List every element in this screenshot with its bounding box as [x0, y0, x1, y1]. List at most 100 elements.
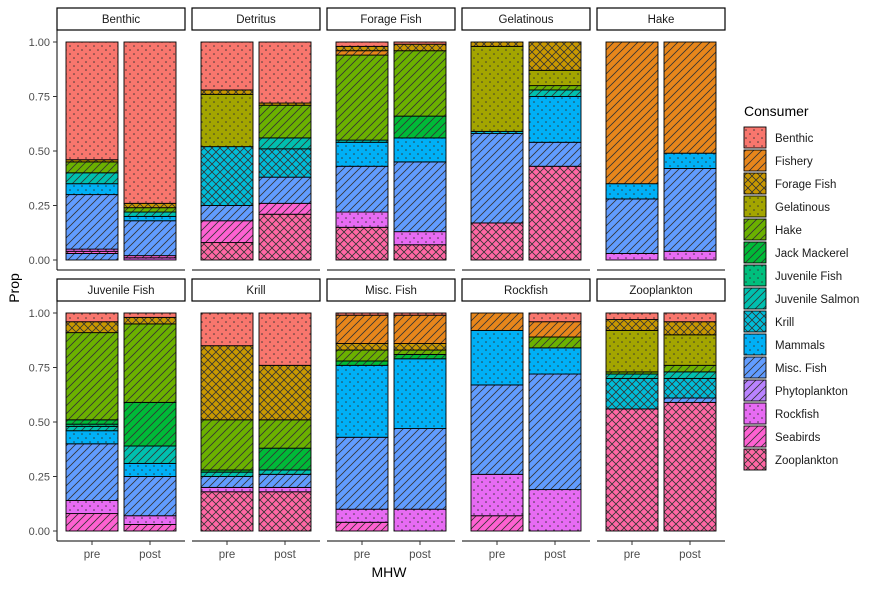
bar-segment	[528, 321, 582, 338]
bar-segment	[258, 364, 312, 421]
legend-title: Consumer	[744, 103, 809, 119]
bar-segment	[605, 377, 659, 410]
bar-segment	[605, 408, 659, 532]
facet-strip-label: Gelatinous	[499, 14, 554, 26]
bar-segment	[470, 384, 524, 475]
bar-segment	[335, 226, 389, 261]
bar-segment	[123, 41, 177, 204]
bar-segment	[335, 165, 389, 213]
bar-segment	[258, 213, 312, 261]
bar-segment	[663, 397, 717, 403]
bar-segment	[393, 349, 447, 355]
x-tick-label: pre	[219, 549, 236, 561]
bar-segment	[65, 419, 119, 425]
bar-segment	[528, 41, 582, 71]
legend-key	[743, 448, 767, 471]
bar-segment	[605, 198, 659, 254]
bar-segment	[123, 207, 177, 213]
facet-strip-label: Juvenile Fish	[87, 285, 154, 297]
facet-panel: Zooplankton pre post	[596, 278, 726, 561]
facet-strip	[461, 278, 591, 302]
y-axis-title: Prop	[6, 273, 22, 303]
bar-segment	[65, 253, 119, 261]
bar-segment	[335, 314, 389, 344]
bar-segment	[65, 183, 119, 196]
legend-item: Rockfish	[743, 402, 819, 425]
facet-strip	[56, 278, 186, 302]
bar-segment	[663, 152, 717, 169]
y-tick-label: 0.00	[29, 526, 50, 538]
legend-label: Misc. Fish	[775, 363, 827, 375]
bar-segment	[335, 211, 389, 228]
legend-key	[743, 425, 767, 448]
bar-segment	[65, 500, 119, 515]
y-tick-label: 1.00	[29, 308, 50, 320]
bar-segment	[123, 476, 177, 517]
legend-label: Hake	[775, 225, 802, 237]
bar-segment	[663, 401, 717, 532]
facet-panel: Benthic 0.00 0.25 0.50 0.75 1.00	[29, 7, 186, 271]
x-tick-label: pre	[624, 549, 641, 561]
legend-key	[743, 379, 767, 402]
bar-segment	[663, 167, 717, 252]
y-tick-label: 0.50	[29, 417, 50, 429]
bar-segment	[393, 508, 447, 532]
bar-segment	[200, 205, 254, 222]
x-tick-label: post	[139, 549, 162, 561]
bar-segment	[393, 115, 447, 139]
legend-label: Rockfish	[775, 409, 819, 421]
bar-segment	[393, 353, 447, 360]
y-tick-label: 0.75	[29, 92, 50, 104]
y-tick-label: 0.75	[29, 363, 50, 375]
bar-segment	[335, 141, 389, 167]
bar-segment	[258, 419, 312, 449]
bar-segment	[65, 161, 119, 174]
bar-segment	[663, 321, 717, 336]
bar-segment	[393, 231, 447, 246]
legend-key	[743, 333, 767, 356]
bar-segment	[65, 172, 119, 185]
legend-item: Benthic	[743, 126, 814, 149]
x-tick-label: pre	[354, 549, 371, 561]
bar-segment	[393, 161, 447, 233]
legend-label: Krill	[775, 317, 794, 329]
bar-segment	[528, 347, 582, 375]
bar-segment	[528, 489, 582, 532]
facet-strip-label: Zooplankton	[629, 285, 692, 297]
y-tick-label: 0.00	[29, 255, 50, 267]
bar-segment	[663, 377, 717, 399]
bar-segment	[470, 312, 524, 331]
bar-segment	[123, 211, 177, 217]
bar-segment	[663, 334, 717, 366]
legend-item: Mammals	[743, 333, 825, 356]
bar-segment	[200, 491, 254, 532]
bar-segment	[65, 332, 119, 421]
bar-segment	[528, 89, 582, 97]
bar-segment	[123, 202, 177, 209]
legend-label: Juvenile Fish	[775, 271, 842, 283]
bar-segment	[393, 312, 447, 316]
legend-label: Phytoplankton	[775, 386, 848, 398]
bar-segment	[258, 312, 312, 366]
bar-segment	[200, 476, 254, 488]
bar-segment	[123, 524, 177, 532]
legend-key	[743, 149, 767, 172]
bar-segment	[65, 41, 119, 161]
bar-segment	[528, 96, 582, 143]
bar-segment	[605, 312, 659, 320]
legend-label: Zooplankton	[775, 455, 838, 467]
bar-segment	[470, 473, 524, 517]
facet-strip	[191, 7, 321, 31]
facet-panel: Gelatinous	[461, 7, 591, 271]
legend-item: Seabirds	[743, 425, 821, 448]
legend-key	[743, 195, 767, 218]
bar-segment	[258, 41, 312, 104]
legend-label: Fishery	[775, 156, 813, 168]
facet-strip	[326, 7, 456, 31]
bar-segment	[65, 430, 119, 445]
legend-key	[743, 264, 767, 287]
bar-segment	[258, 486, 312, 493]
legend-item: Hake	[743, 218, 802, 241]
bar-segment	[528, 336, 582, 349]
bar-segment	[65, 513, 119, 532]
